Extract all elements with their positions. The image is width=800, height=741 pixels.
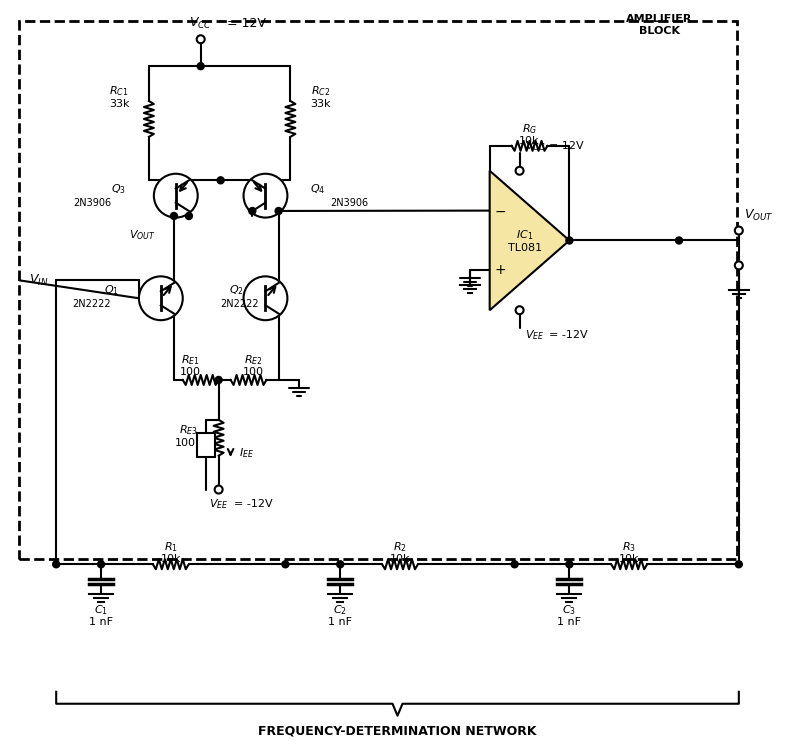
Text: FREQUENCY-DETERMINATION NETWORK: FREQUENCY-DETERMINATION NETWORK [258,724,537,737]
Circle shape [215,376,222,383]
Text: 100: 100 [180,367,202,377]
Text: $V_{EE}$: $V_{EE}$ [525,328,544,342]
Text: $V_{EE}$: $V_{EE}$ [209,498,228,511]
Text: 10k: 10k [161,554,181,565]
Circle shape [217,177,224,184]
Text: $R_{E3}$: $R_{E3}$ [179,423,198,436]
Text: $R_{E2}$: $R_{E2}$ [244,353,263,367]
Circle shape [735,262,743,270]
Text: $R_1$: $R_1$ [164,540,178,554]
Text: $R_3$: $R_3$ [622,540,636,554]
Circle shape [566,561,573,568]
Text: $V_{OUT}$: $V_{OUT}$ [129,229,156,242]
Text: 1 nF: 1 nF [89,617,113,627]
Circle shape [515,306,523,314]
Text: $R_2$: $R_2$ [393,540,407,554]
Circle shape [515,167,523,175]
Text: $V_{CC}$: $V_{CC}$ [190,16,212,31]
Circle shape [249,207,256,214]
Polygon shape [490,170,570,310]
Circle shape [139,276,182,320]
Text: 1 nF: 1 nF [328,617,352,627]
Text: 100: 100 [243,367,264,377]
Text: 2N2222: 2N2222 [72,299,111,309]
Text: 33k: 33k [310,99,330,109]
Circle shape [735,561,742,568]
Text: 2N3906: 2N3906 [330,198,368,207]
Text: $R_{C1}$: $R_{C1}$ [110,84,129,98]
Circle shape [186,213,193,219]
Circle shape [566,237,573,244]
Text: $Q_4$: $Q_4$ [310,182,326,196]
Text: $C_3$: $C_3$ [562,603,577,617]
Circle shape [170,213,178,219]
Text: $IC_1$: $IC_1$ [516,229,534,242]
Circle shape [735,227,743,234]
Text: = 12V: = 12V [550,141,584,151]
Text: TL081: TL081 [507,244,542,253]
Text: $R_G$: $R_G$ [522,122,538,136]
Text: = -12V: = -12V [550,330,588,340]
Circle shape [53,561,60,568]
Text: $I_{EE}$: $I_{EE}$ [238,446,254,459]
Text: 10k: 10k [619,554,639,565]
Text: $Q_2$: $Q_2$ [229,283,243,297]
Bar [197,433,214,456]
Circle shape [275,207,282,214]
Text: $Q_1$: $Q_1$ [104,283,119,297]
Text: $R_{C2}$: $R_{C2}$ [310,84,330,98]
Text: 100k: 100k [175,438,202,448]
Circle shape [511,561,518,568]
Text: BLOCK: BLOCK [638,26,679,36]
Text: 2N2222: 2N2222 [221,299,259,309]
Text: $V_{IN}$: $V_{IN}$ [30,273,49,288]
Circle shape [337,561,344,568]
Text: $V_{OUT}$: $V_{OUT}$ [744,208,774,223]
Text: AMPLIFIER: AMPLIFIER [626,14,692,24]
Text: 1 nF: 1 nF [558,617,582,627]
Circle shape [154,173,198,218]
Text: = 12V: = 12V [226,17,266,30]
Circle shape [198,63,204,70]
Circle shape [197,36,205,43]
Text: $V_{CC}$: $V_{CC}$ [525,139,545,153]
Text: $C_1$: $C_1$ [94,603,108,617]
Text: $Q_3$: $Q_3$ [111,182,126,196]
Circle shape [243,173,287,218]
Circle shape [214,485,222,494]
Text: $R_{E1}$: $R_{E1}$ [182,353,200,367]
Text: 33k: 33k [109,99,130,109]
Text: 2N3906: 2N3906 [73,198,111,207]
Text: 10k: 10k [519,136,540,146]
Circle shape [675,237,682,244]
Text: $-$: $-$ [494,204,506,218]
Circle shape [98,561,105,568]
Circle shape [243,276,287,320]
Text: $+$: $+$ [494,263,506,277]
Text: 10k: 10k [390,554,410,565]
Circle shape [282,561,289,568]
Text: = -12V: = -12V [234,499,272,510]
Text: $C_2$: $C_2$ [334,603,347,617]
